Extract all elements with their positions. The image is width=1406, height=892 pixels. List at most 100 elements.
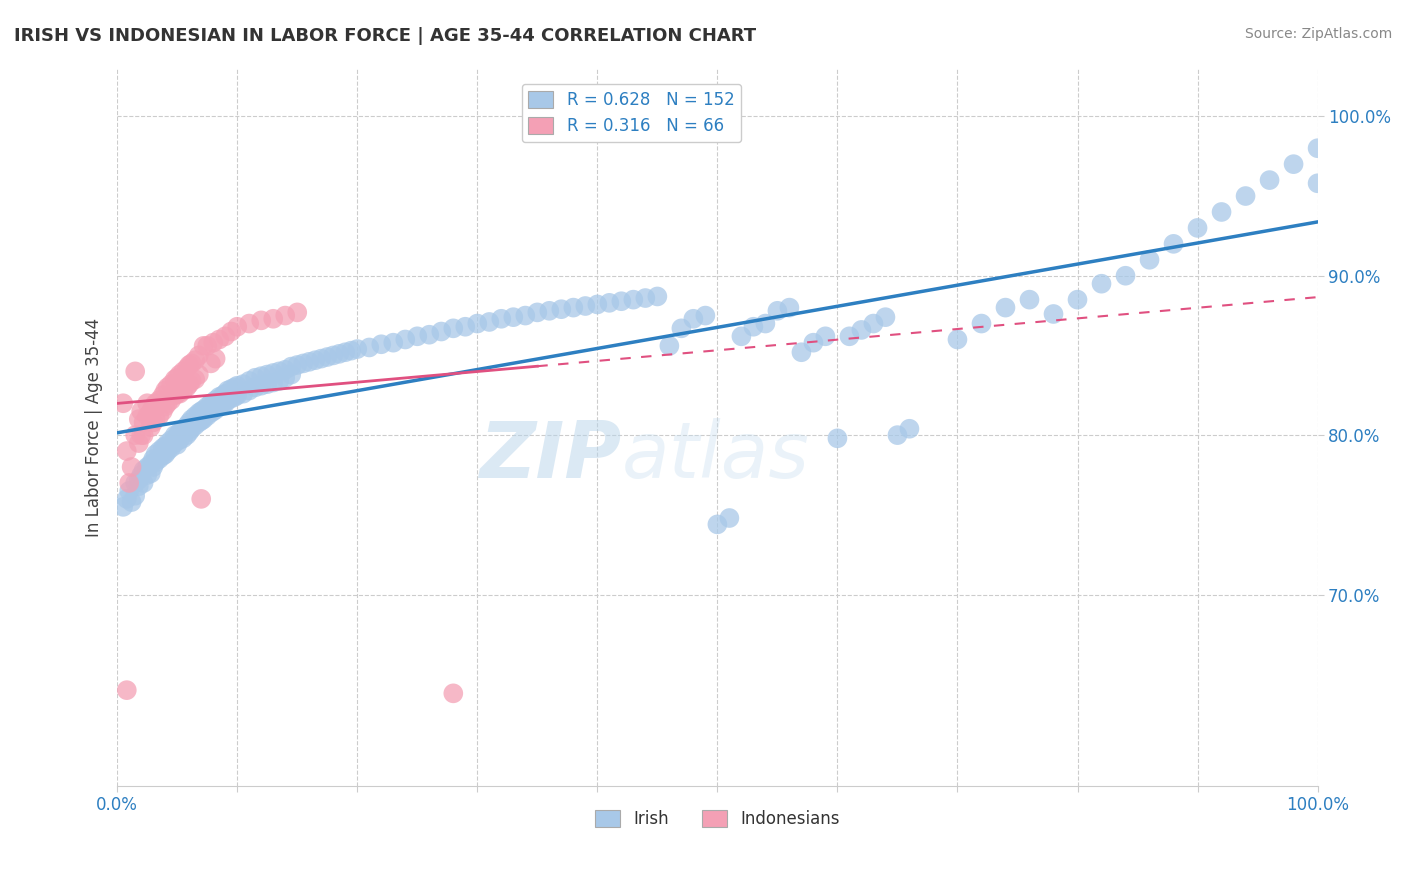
Point xyxy=(128,436,150,450)
Point xyxy=(136,467,159,482)
Point xyxy=(187,348,209,362)
Point xyxy=(115,444,138,458)
Point xyxy=(195,400,218,414)
Point xyxy=(1258,173,1281,187)
Point xyxy=(129,467,152,482)
Point xyxy=(166,438,188,452)
Point xyxy=(124,428,146,442)
Point xyxy=(219,392,242,406)
Point xyxy=(129,404,152,418)
Point xyxy=(285,358,308,372)
Point xyxy=(179,377,201,392)
Point xyxy=(195,409,218,423)
Point xyxy=(152,449,174,463)
Point xyxy=(153,447,176,461)
Text: atlas: atlas xyxy=(621,417,810,494)
Point xyxy=(250,378,273,392)
Point xyxy=(1066,293,1088,307)
Point xyxy=(226,319,249,334)
Point xyxy=(214,386,236,401)
Point xyxy=(190,414,212,428)
Point xyxy=(200,356,222,370)
Point xyxy=(671,321,693,335)
Point xyxy=(139,457,162,471)
Point xyxy=(193,339,215,353)
Point xyxy=(1139,252,1161,267)
Point xyxy=(1042,307,1064,321)
Point xyxy=(226,388,249,402)
Point xyxy=(340,343,363,358)
Point xyxy=(172,364,194,378)
Point xyxy=(232,386,254,401)
Point xyxy=(814,329,837,343)
Point xyxy=(250,369,273,384)
Point xyxy=(153,400,176,414)
Point xyxy=(269,364,291,378)
Point xyxy=(169,368,191,382)
Point xyxy=(208,390,231,404)
Point xyxy=(262,366,284,380)
Point xyxy=(219,382,242,396)
Point xyxy=(214,329,236,343)
Point xyxy=(163,436,186,450)
Point xyxy=(176,428,198,442)
Point xyxy=(132,475,155,490)
Point xyxy=(163,428,186,442)
Point xyxy=(145,396,167,410)
Point xyxy=(598,295,620,310)
Point xyxy=(153,439,176,453)
Point xyxy=(169,433,191,447)
Point xyxy=(359,341,381,355)
Point xyxy=(224,390,246,404)
Point xyxy=(148,392,170,407)
Point xyxy=(269,374,291,388)
Point xyxy=(298,355,321,369)
Point xyxy=(152,388,174,402)
Point xyxy=(406,329,429,343)
Point xyxy=(803,335,825,350)
Point xyxy=(190,404,212,418)
Point xyxy=(142,452,165,467)
Point xyxy=(219,325,242,339)
Point xyxy=(132,416,155,430)
Point xyxy=(160,377,183,392)
Point xyxy=(176,380,198,394)
Point xyxy=(946,333,969,347)
Point xyxy=(163,388,186,402)
Point xyxy=(124,489,146,503)
Point xyxy=(142,416,165,430)
Point xyxy=(156,444,179,458)
Point xyxy=(730,329,752,343)
Point xyxy=(256,368,278,382)
Point xyxy=(211,398,233,412)
Point xyxy=(370,337,392,351)
Point xyxy=(538,303,561,318)
Point xyxy=(328,347,350,361)
Point xyxy=(526,305,548,319)
Point xyxy=(124,364,146,378)
Point xyxy=(180,356,202,370)
Point xyxy=(152,404,174,418)
Point xyxy=(502,310,524,325)
Point xyxy=(176,361,198,376)
Point xyxy=(1115,268,1137,283)
Point xyxy=(754,317,776,331)
Point xyxy=(176,418,198,433)
Point xyxy=(184,353,207,368)
Point xyxy=(128,473,150,487)
Point xyxy=(128,412,150,426)
Point xyxy=(994,301,1017,315)
Point xyxy=(145,412,167,426)
Point xyxy=(1018,293,1040,307)
Point xyxy=(156,436,179,450)
Point xyxy=(160,441,183,455)
Point xyxy=(224,380,246,394)
Point xyxy=(193,402,215,417)
Text: Source: ZipAtlas.com: Source: ZipAtlas.com xyxy=(1244,27,1392,41)
Point xyxy=(211,388,233,402)
Point xyxy=(118,475,141,490)
Point xyxy=(136,396,159,410)
Point xyxy=(136,409,159,423)
Point xyxy=(262,311,284,326)
Point xyxy=(586,297,609,311)
